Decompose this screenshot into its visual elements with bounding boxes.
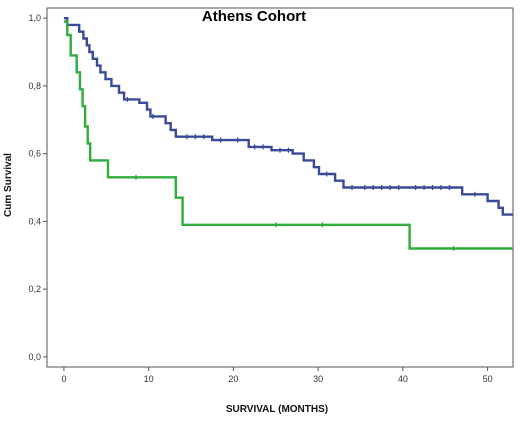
x-tick-label: 40 [398, 374, 408, 384]
y-tick-label: 0,8 [28, 81, 41, 91]
x-tick-label: 20 [228, 374, 238, 384]
plot-frame [46, 7, 514, 368]
x-tick-label: 10 [144, 374, 154, 384]
y-tick-label: 1,0 [28, 13, 41, 23]
y-tick-label: 0,6 [28, 149, 41, 159]
survival-series-2 [63, 20, 513, 251]
y-axis-title: Cum Survival [3, 153, 14, 217]
y-tick-label: 0,4 [28, 216, 41, 226]
axes: 0,0 0,2 0,4 0,6 0,8 1,0 0 10 20 30 40 50 [28, 7, 514, 384]
x-tick-label: 0 [61, 374, 66, 384]
x-tick-label: 50 [483, 374, 493, 384]
chart-title: Athens Cohort [202, 8, 306, 25]
x-tick-label: 30 [313, 374, 323, 384]
x-axis-title: SURVIVAL (MONTHS) [226, 404, 328, 415]
y-tick-label: 0,0 [28, 352, 41, 362]
series-layer [63, 17, 513, 251]
survival-series-1 [63, 17, 513, 216]
y-tick-label: 0,2 [28, 284, 41, 294]
survival-curve-1 [63, 17, 513, 216]
survival-curve-2 [63, 20, 513, 250]
